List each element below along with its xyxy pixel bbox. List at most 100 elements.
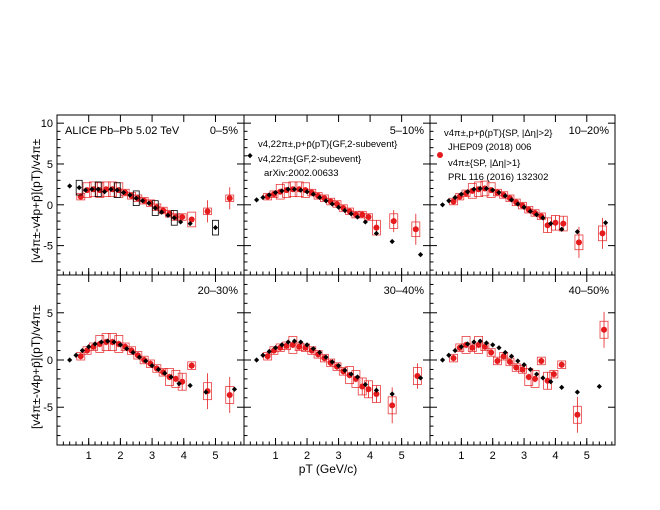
centrality-label: 10–20% (569, 125, 610, 137)
x-axis-title: pT (GeV/c) (299, 462, 357, 476)
centrality-label: 40–50% (569, 285, 610, 297)
black-point (348, 371, 354, 377)
black-point (540, 375, 546, 381)
black-point (79, 347, 85, 354)
black-point (105, 338, 111, 344)
black-point (465, 341, 471, 347)
black-point (417, 375, 424, 381)
black-point (446, 352, 452, 358)
red-point (373, 224, 380, 231)
black-point (527, 208, 533, 214)
black-point (187, 382, 193, 389)
black-point (76, 185, 82, 191)
red-sys-box (158, 368, 168, 377)
centrality-label: 0–5% (210, 125, 238, 137)
red-sys-box (187, 361, 197, 370)
red-point (450, 355, 457, 362)
black-point (596, 383, 602, 390)
red-sys-box (171, 369, 181, 388)
black-point (329, 359, 335, 365)
red-point (179, 214, 186, 221)
red-point (188, 216, 195, 223)
red-point (172, 375, 179, 382)
x-tick-label: 4 (181, 450, 187, 462)
y-tick-label: 0 (47, 200, 53, 212)
x-tick-label: 5 (584, 450, 590, 462)
y-tick-label: 10 (41, 118, 53, 130)
red-sys-box (177, 213, 187, 221)
black-point (342, 367, 348, 373)
black-point (139, 198, 146, 204)
red-sys-box (127, 346, 136, 355)
black-point (373, 387, 380, 393)
black-point (231, 386, 238, 392)
black-point (389, 391, 395, 397)
black-point (417, 251, 424, 258)
x-tick-label: 4 (367, 450, 373, 462)
black-point (149, 363, 155, 369)
black-point (254, 197, 260, 203)
black-point (452, 194, 458, 201)
black-sys-box (212, 219, 219, 236)
red-point (532, 375, 539, 382)
black-point (483, 185, 490, 192)
x-tick-label: 2 (117, 450, 123, 462)
black-point (272, 345, 279, 351)
red-point (226, 195, 233, 202)
legend-marker-black (247, 153, 253, 159)
red-point (560, 220, 567, 227)
red-point (296, 343, 303, 350)
centrality-label: 20–30% (198, 285, 239, 297)
legend-entry-1: v4,22π±,p+p̄(pT){GF,2-subevent} (258, 139, 397, 150)
legend-entry-4: v4π±{SP, |Δη|>1} (448, 158, 520, 169)
red-point (599, 230, 606, 237)
red-point (204, 208, 211, 215)
y-axis-title-top: [v4π±-v4p+p̄](pT)/v4π± (29, 139, 43, 264)
panel-6: 1 2 3 4 5 40–50% (429, 274, 616, 462)
black-point (483, 340, 490, 346)
legend-mid: v4,22π±,p+p̄(pT){GF,2-subevent} v4,22π±{… (258, 139, 397, 179)
black-point (329, 201, 335, 207)
red-point (365, 214, 372, 221)
red-point (77, 353, 84, 360)
red-point (488, 349, 495, 356)
black-point (130, 349, 136, 356)
black-point (602, 220, 609, 226)
red-sys-box (467, 343, 477, 352)
red-point (450, 198, 457, 205)
black-point (452, 347, 458, 354)
black-point (291, 338, 298, 344)
x-tick-label: 1 (272, 450, 278, 462)
black-point (496, 345, 502, 351)
red-sys-box (549, 369, 559, 379)
black-point (124, 346, 130, 352)
black-point (266, 348, 272, 355)
black-sys-box (132, 190, 140, 207)
black-point (254, 357, 260, 363)
black-point (477, 338, 483, 344)
black-point (203, 389, 209, 395)
black-point (171, 215, 177, 221)
black-point (260, 352, 266, 358)
x-tick-label: 5 (212, 450, 218, 462)
red-point (519, 366, 526, 373)
black-point (272, 189, 279, 196)
red-sys-box (449, 353, 458, 363)
red-point (525, 374, 532, 380)
black-point (212, 225, 219, 231)
y-axis-title-bottom: [v4π±-v4p+p̄](pT)/v4π± (29, 305, 43, 430)
black-point (439, 357, 446, 363)
red-sys-box (345, 366, 355, 385)
black-point (67, 357, 73, 363)
black-point (165, 212, 171, 219)
black-point (304, 189, 310, 195)
red-sys-box (332, 362, 342, 371)
black-point (136, 354, 143, 360)
red-sys-box (505, 194, 515, 202)
black-point (67, 183, 73, 189)
black-point (279, 188, 285, 194)
black-point (362, 381, 368, 388)
black-point (389, 238, 395, 245)
black-point (559, 384, 565, 390)
